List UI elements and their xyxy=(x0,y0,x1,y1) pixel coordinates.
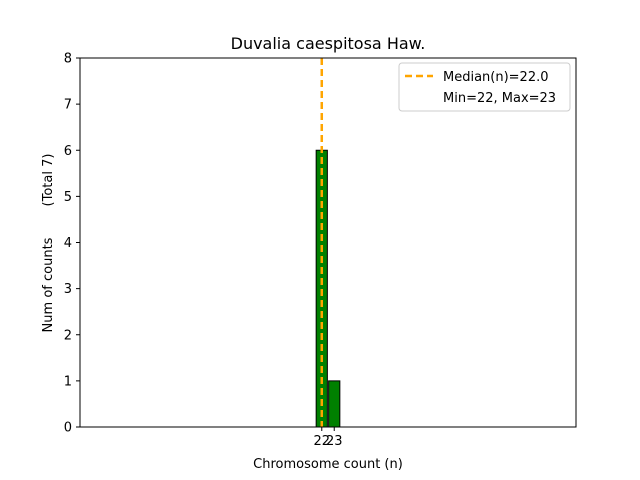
y-axis-total-label: (Total 7) xyxy=(41,154,56,207)
legend-entry-median: Median(n)=22.0 xyxy=(443,70,549,85)
x-tick-label: 22 xyxy=(313,434,330,449)
y-tick-label: 8 xyxy=(64,52,72,67)
y-axis-label: Num of counts xyxy=(41,237,56,332)
y-tick-label: 3 xyxy=(64,282,72,297)
y-tick-label: 4 xyxy=(64,236,72,251)
y-tick-label: 6 xyxy=(64,144,72,159)
y-tick-label: 7 xyxy=(64,98,72,113)
x-tick-label: 23 xyxy=(326,434,343,449)
legend: Median(n)=22.0 Min=22, Max=23 xyxy=(398,62,571,112)
bars-group xyxy=(315,149,341,428)
y-tick-label: 0 xyxy=(64,421,72,436)
x-axis-label: Chromosome count (n) xyxy=(253,457,403,472)
legend-box xyxy=(398,62,571,112)
plot-frame xyxy=(79,57,577,428)
y-ticks: 0 1 2 3 4 5 6 7 8 xyxy=(64,52,80,436)
chart-title: Duvalia caespitosa Haw. xyxy=(231,34,426,53)
bar-23 xyxy=(328,380,341,428)
legend-entry-minmax: Min=22, Max=23 xyxy=(443,91,556,106)
y-tick-label: 2 xyxy=(64,328,72,343)
y-tick-label: 1 xyxy=(64,374,72,389)
y-tick-label: 5 xyxy=(64,190,72,205)
